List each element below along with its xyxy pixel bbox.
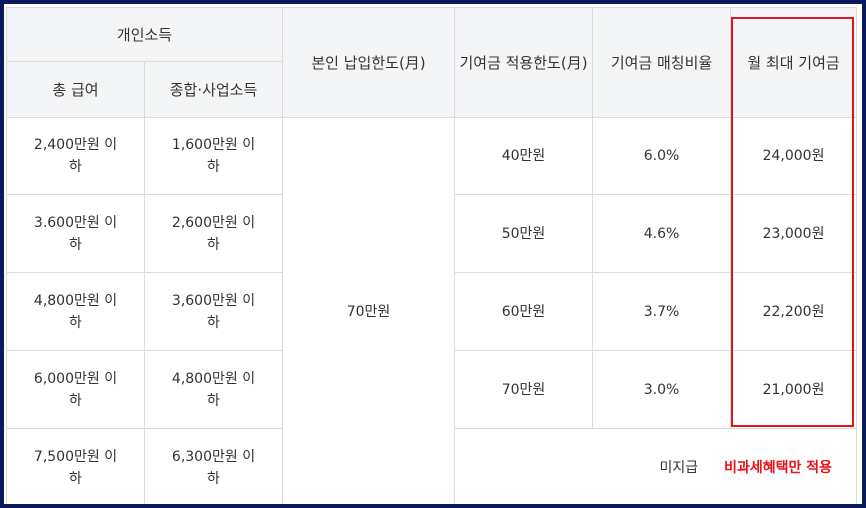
cell-salary: 2,400만원 이하 xyxy=(6,117,145,195)
cell-limit: 50만원 xyxy=(454,194,594,273)
cell-max: 21,000원 xyxy=(730,350,858,429)
cell-salary: 7,500만원 이하 xyxy=(6,428,145,504)
header-contribution-limit: 기여금 적용한도(月) xyxy=(454,7,594,118)
header-total-salary: 총 급여 xyxy=(6,61,145,118)
header-matching-ratio: 기여금 매칭비율 xyxy=(592,7,732,118)
table-row: 4,800만원 이하 3,600만원 이하 60만원 3.7% 22,200원 xyxy=(6,272,858,351)
header-combined-business-income: 종합·사업소득 xyxy=(143,61,284,118)
cell-max: 23,000원 xyxy=(730,194,858,273)
contribution-table: 개인소득 본인 납입한도(月) 기여금 적용한도(月) 기여금 매칭비율 월 최… xyxy=(5,7,858,504)
header-max-monthly-contribution: 월 최대 기여금 xyxy=(730,7,858,118)
table-row: 3.600만원 이하 2,600만원 이하 50만원 4.6% 23,000원 xyxy=(6,194,858,273)
tax-benefit-note: 비과세혜택만 적용 xyxy=(724,459,833,476)
cell-business: 4,800만원 이하 xyxy=(143,350,284,429)
cell-max: 24,000원 xyxy=(730,117,858,195)
cell-ratio: 4.6% xyxy=(592,194,732,273)
cell-ratio: 3.7% xyxy=(592,272,732,351)
cell-limit: 70만원 xyxy=(454,350,594,429)
header-own-payment-limit: 본인 납입한도(月) xyxy=(282,7,456,118)
cell-limit: 60만원 xyxy=(454,272,594,351)
not-paid-label: 미지급 xyxy=(659,459,699,476)
cell-ratio: 6.0% xyxy=(592,117,732,195)
table-row: 6,000만원 이하 4,800만원 이하 70만원 3.0% 21,000원 xyxy=(6,350,858,429)
cell-business: 6,300만원 이하 xyxy=(143,428,284,504)
cell-salary: 6,000만원 이하 xyxy=(6,350,145,429)
cell-business: 1,600만원 이하 xyxy=(143,117,284,195)
cell-max: 22,200원 xyxy=(730,272,858,351)
table-row: 7,500만원 이하 6,300만원 이하 미지급 비과세혜택만 적용 xyxy=(6,428,858,504)
table-row: 2,400만원 이하 1,600만원 이하 70만원 40만원 6.0% 24,… xyxy=(6,117,858,504)
cell-own-payment: 70만원 xyxy=(282,117,456,504)
cell-salary: 4,800만원 이하 xyxy=(6,272,145,351)
cell-salary: 3.600만원 이하 xyxy=(6,194,145,273)
cell-ratio: 3.0% xyxy=(592,350,732,429)
cell-limit: 40만원 xyxy=(454,117,594,195)
cell-business: 2,600만원 이하 xyxy=(143,194,284,273)
cell-business: 3,600만원 이하 xyxy=(143,272,284,351)
header-personal-income: 개인소득 xyxy=(5,7,284,62)
table-frame: 개인소득 본인 납입한도(月) 기여금 적용한도(月) 기여금 매칭비율 월 최… xyxy=(4,4,862,504)
cell-not-paid: 미지급 비과세혜택만 적용 xyxy=(454,428,858,504)
